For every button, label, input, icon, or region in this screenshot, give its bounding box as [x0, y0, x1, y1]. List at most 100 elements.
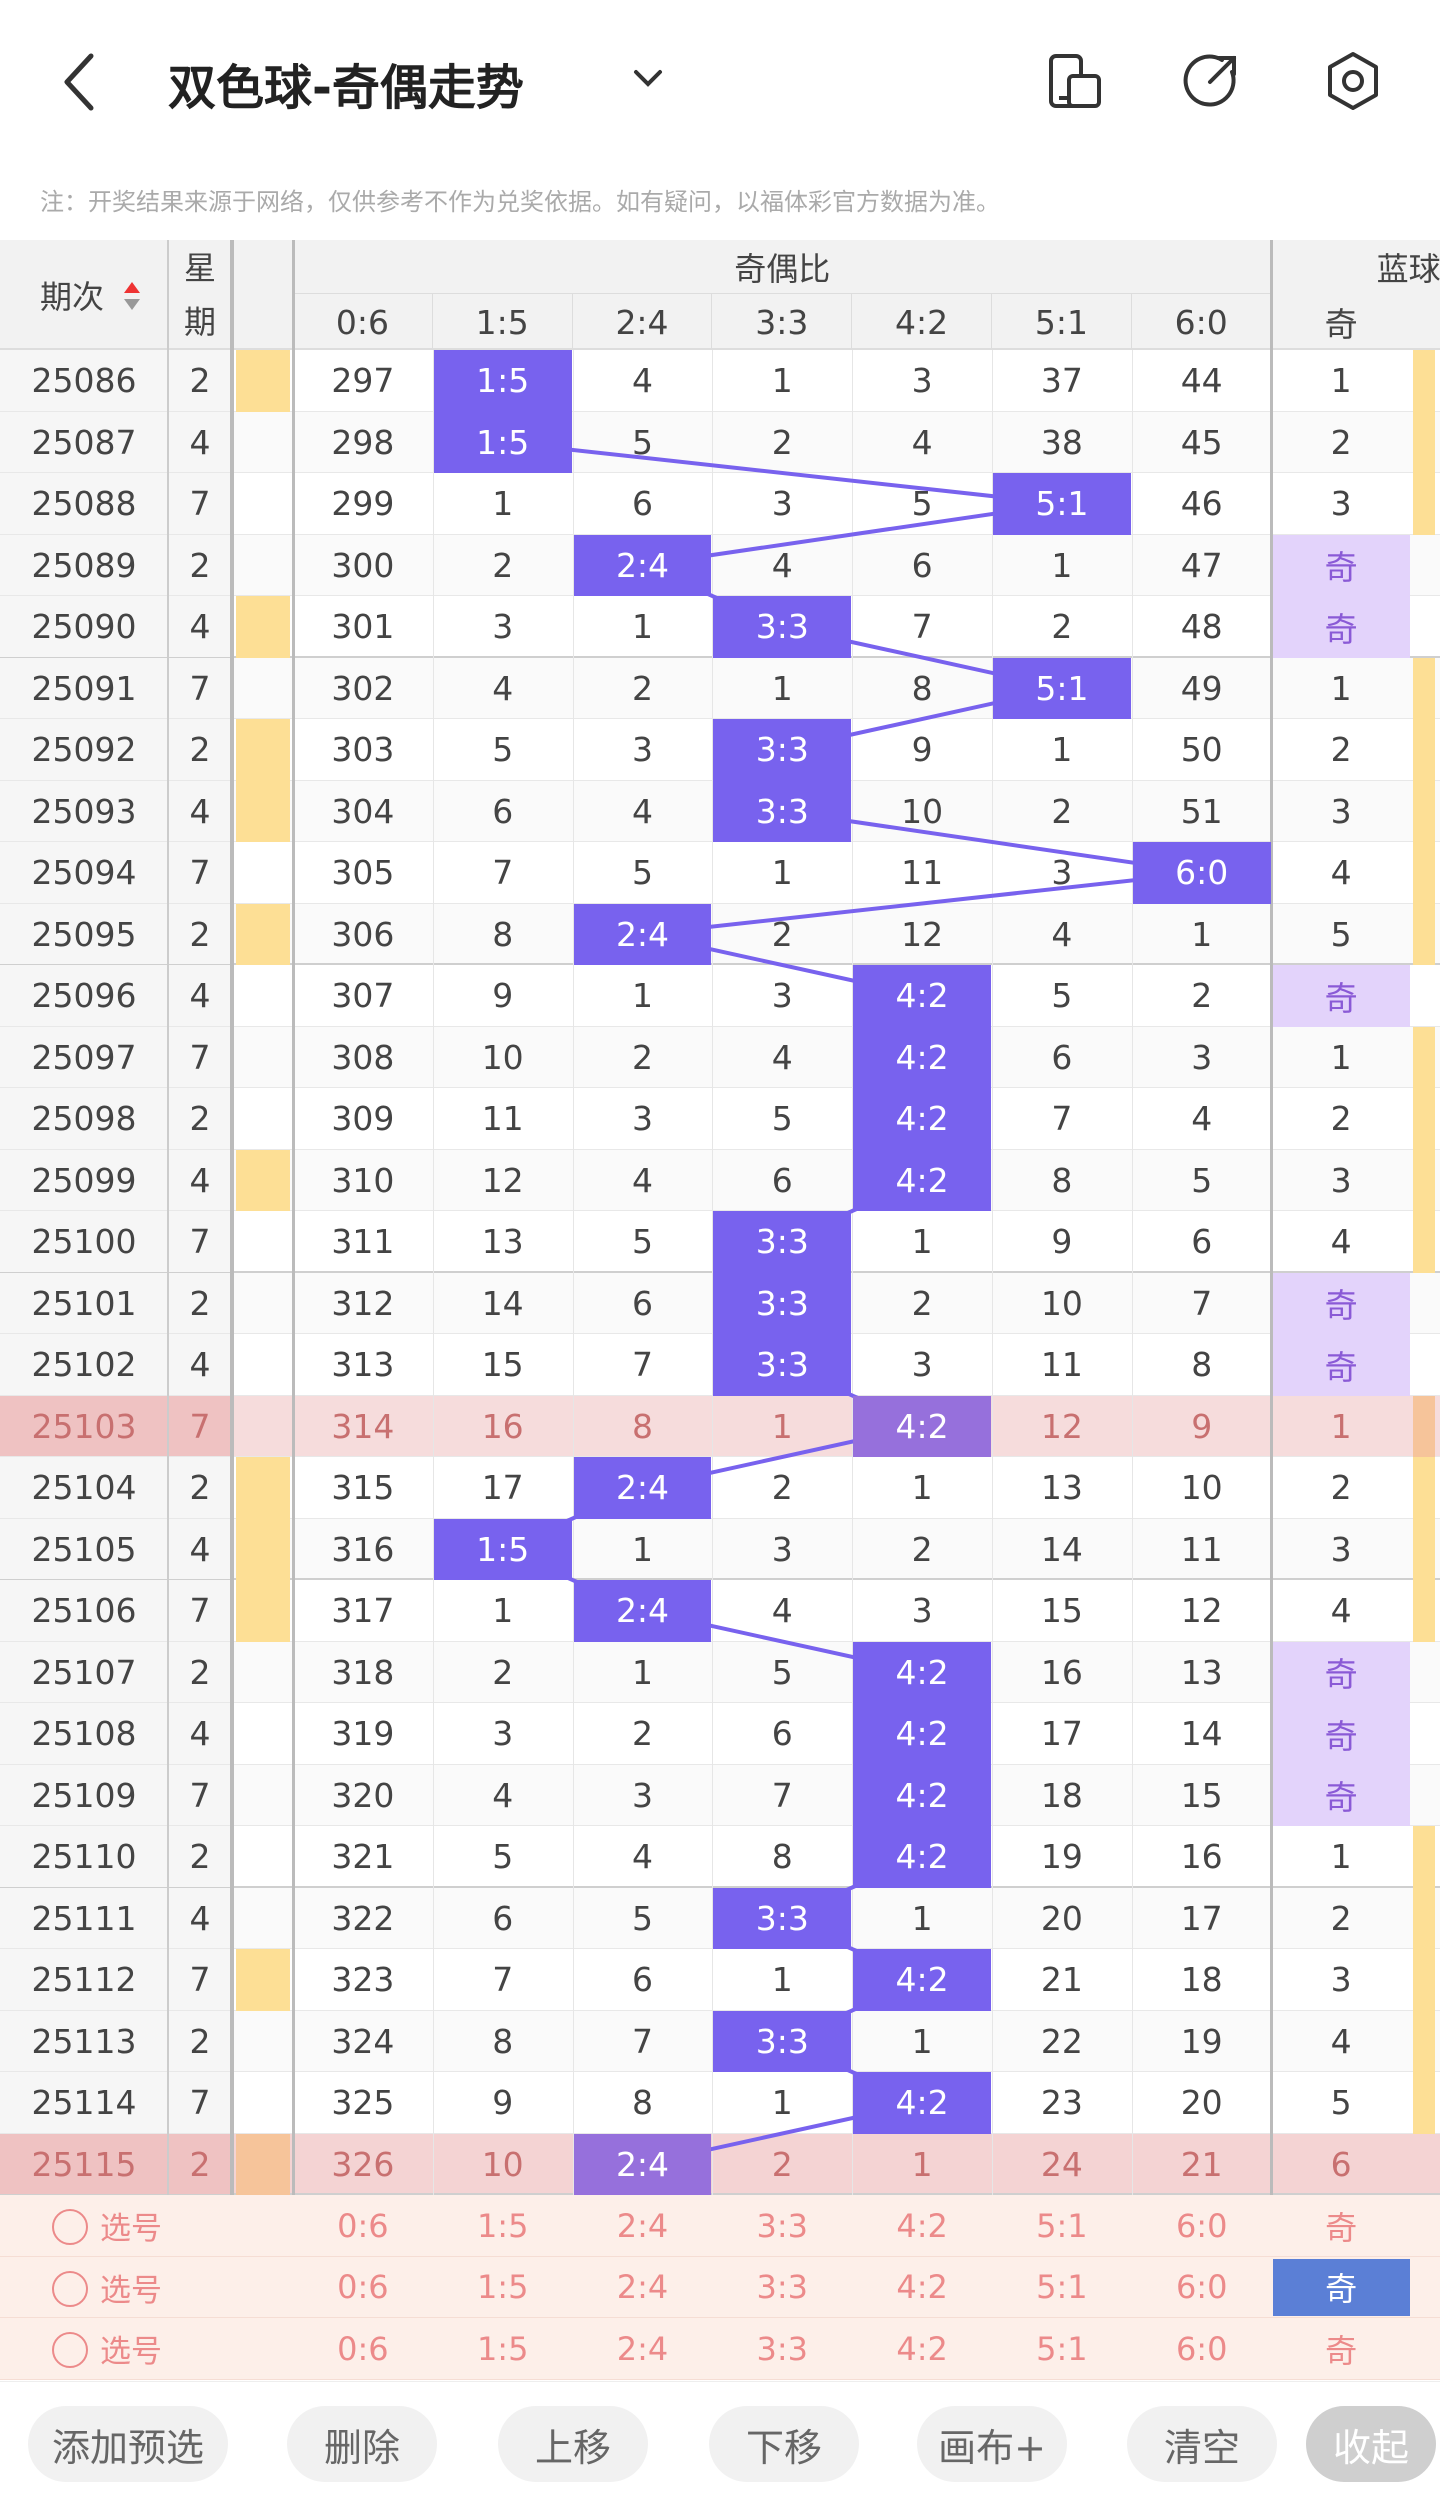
miss-cell: 37 [1040, 361, 1083, 401]
period-header: 期次 [39, 278, 104, 316]
miss-cell: 3 [492, 1714, 514, 1754]
miss-cell: 1 [911, 2144, 933, 2184]
predict-blue-option[interactable]: 奇 [1272, 2258, 1410, 2316]
miss-cell: 5 [631, 422, 653, 462]
action-button[interactable]: 下移 [709, 2406, 859, 2482]
miss-marker [236, 350, 290, 412]
weekday-cell: 7 [189, 484, 211, 524]
predict-checkbox[interactable] [52, 2332, 88, 2368]
period-cell: 25100 [31, 1222, 137, 1262]
predict-option[interactable]: 1:5 [476, 2268, 529, 2307]
blue-cell: 4 [1330, 1222, 1352, 1262]
predict-option[interactable]: 0:6 [337, 2329, 389, 2368]
predict-checkbox[interactable] [52, 2209, 88, 2245]
predict-option[interactable]: 3:3 [756, 2206, 809, 2245]
miss-cell: 3 [911, 361, 933, 401]
column-separator [291, 240, 295, 2380]
blue-marker [1413, 1395, 1435, 1457]
miss-cell: 10 [481, 2144, 524, 2184]
predict-option[interactable]: 5:1 [1036, 2329, 1088, 2368]
predict-option[interactable]: 1:5 [476, 2206, 529, 2245]
miss-cell: 6 [1191, 1222, 1213, 1262]
miss-cell: 1 [1191, 914, 1213, 954]
predict-option[interactable]: 3:3 [756, 2329, 809, 2368]
settings-icon[interactable] [1322, 50, 1384, 112]
period-cell: 25088 [31, 484, 137, 524]
weekday-cell: 4 [189, 1898, 211, 1938]
hit-cell: 6:0 [1132, 842, 1271, 904]
miss-cell: 1 [631, 1529, 653, 1569]
predict-option[interactable]: 2:4 [616, 2329, 669, 2368]
predict-option[interactable]: 0:6 [337, 2206, 389, 2245]
predict-option[interactable]: 2:4 [616, 2206, 669, 2245]
action-button[interactable]: 添加预选 [28, 2406, 228, 2482]
period-cell-bg [0, 1026, 232, 1087]
miss-cell: 15 [1180, 1775, 1223, 1815]
table-row [0, 1088, 1440, 1150]
miss-cell: 13 [1040, 1468, 1083, 1508]
miss-cell: 12 [481, 1160, 524, 1200]
predict-option[interactable]: 3:3 [756, 2268, 809, 2307]
period-cell: 25107 [31, 1652, 137, 1692]
predict-option[interactable]: 0:6 [337, 2268, 389, 2307]
miss-cell: 17 [481, 1468, 524, 1508]
miss-cell: 5 [771, 1652, 793, 1692]
predict-option[interactable]: 2:4 [616, 2268, 669, 2307]
miss-cell: 1 [771, 853, 793, 893]
miss-cell: 4 [771, 1037, 793, 1077]
miss-cell: 48 [1180, 607, 1223, 647]
predict-option[interactable]: 4:2 [896, 2329, 948, 2368]
table-row [0, 534, 1440, 596]
column-separator [572, 350, 574, 2195]
weekday-cell: 7 [189, 1222, 211, 1262]
period-cell-bg [0, 596, 232, 657]
predict-option[interactable]: 4:2 [896, 2206, 948, 2245]
miss-cell: 297 [331, 361, 395, 401]
hit-cell: 4:2 [853, 1641, 991, 1703]
action-button[interactable]: 画布+ [917, 2406, 1067, 2482]
miss-cell: 14 [1180, 1714, 1223, 1754]
miss-cell: 9 [1191, 1406, 1213, 1446]
predict-row [0, 2256, 1440, 2318]
hit-cell: 3:3 [713, 596, 852, 658]
weekday-cell: 7 [189, 1775, 211, 1815]
predict-checkbox[interactable] [52, 2270, 88, 2307]
action-button[interactable]: 上移 [498, 2406, 648, 2482]
predict-option[interactable]: 6:0 [1175, 2329, 1228, 2368]
period-cell: 25115 [31, 2144, 137, 2184]
miss-cell: 313 [331, 1345, 395, 1385]
predict-option[interactable]: 5:1 [1036, 2268, 1088, 2307]
predict-option[interactable]: 4:2 [896, 2268, 948, 2307]
sort-icon[interactable] [122, 280, 142, 312]
period-cell-bg [0, 2072, 232, 2133]
action-button[interactable]: 收起 [1306, 2406, 1436, 2482]
miss-cell: 2 [492, 1652, 514, 1692]
period-cell-bg [0, 965, 232, 1026]
miss-cell: 5 [492, 1837, 514, 1877]
back-button[interactable] [55, 50, 105, 114]
blue-cell: 4 [1330, 853, 1352, 893]
predict-blue-option[interactable]: 奇 [1325, 2331, 1358, 2370]
period-cell-bg [0, 1518, 232, 1579]
title-dropdown[interactable] [630, 66, 666, 90]
miss-cell: 1 [492, 1591, 514, 1631]
predict-option[interactable]: 6:0 [1175, 2206, 1228, 2245]
predict-option[interactable]: 6:0 [1175, 2268, 1228, 2307]
predict-option[interactable]: 5:1 [1036, 2206, 1088, 2245]
action-button[interactable]: 清空 [1127, 2406, 1277, 2482]
predict-blue-option[interactable]: 奇 [1325, 2208, 1358, 2247]
share-icon[interactable] [1180, 50, 1242, 112]
miss-cell: 46 [1180, 484, 1223, 524]
blue-cell: 5 [1330, 2083, 1352, 2123]
miss-cell: 1 [771, 361, 793, 401]
period-cell: 25098 [31, 1099, 137, 1139]
screen-icon[interactable] [1045, 52, 1105, 112]
period-cell: 25110 [31, 1837, 137, 1877]
predict-option[interactable]: 1:5 [476, 2329, 529, 2368]
miss-cell: 5 [492, 730, 514, 770]
hit-cell: 3:3 [713, 2010, 852, 2072]
weekday-cell: 2 [189, 2144, 211, 2184]
action-button[interactable]: 删除 [287, 2406, 437, 2482]
column-separator [432, 350, 434, 2195]
miss-cell: 5 [1051, 976, 1073, 1016]
